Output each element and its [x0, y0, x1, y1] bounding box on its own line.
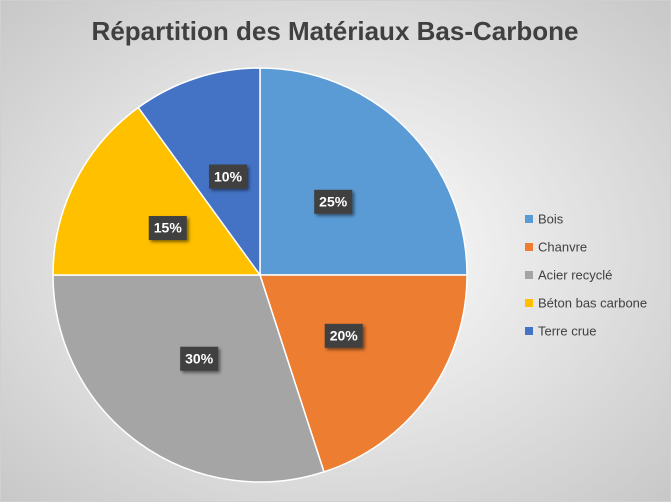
legend-swatch — [525, 299, 533, 307]
legend-label: Bois — [538, 211, 564, 226]
data-label: 25% — [319, 194, 348, 210]
data-label: 15% — [154, 220, 183, 236]
legend-swatch — [525, 271, 533, 279]
pie-slice — [52, 106, 262, 276]
data-label: 30% — [185, 350, 214, 366]
chart-title: Répartition des Matériaux Bas-Carbone — [92, 16, 579, 46]
data-label: 10% — [214, 168, 243, 184]
pie-slice — [137, 67, 261, 278]
legend-swatch — [525, 215, 533, 223]
data-label: 20% — [330, 328, 359, 344]
legend-label: Terre crue — [538, 323, 597, 338]
data-label-box — [209, 164, 248, 189]
data-label-box — [148, 216, 187, 241]
legend-swatch — [525, 243, 533, 251]
legend-label: Acier recyclé — [538, 267, 612, 282]
legend-label: Béton bas carbone — [538, 295, 647, 310]
pie-slice — [259, 67, 468, 276]
data-label-box — [314, 189, 353, 214]
pie-slice — [52, 274, 325, 483]
legend-swatch — [525, 327, 533, 335]
data-label-box — [180, 346, 219, 371]
legend-label: Chanvre — [538, 239, 587, 254]
data-label-box — [324, 323, 363, 348]
pie-slice — [258, 274, 468, 473]
